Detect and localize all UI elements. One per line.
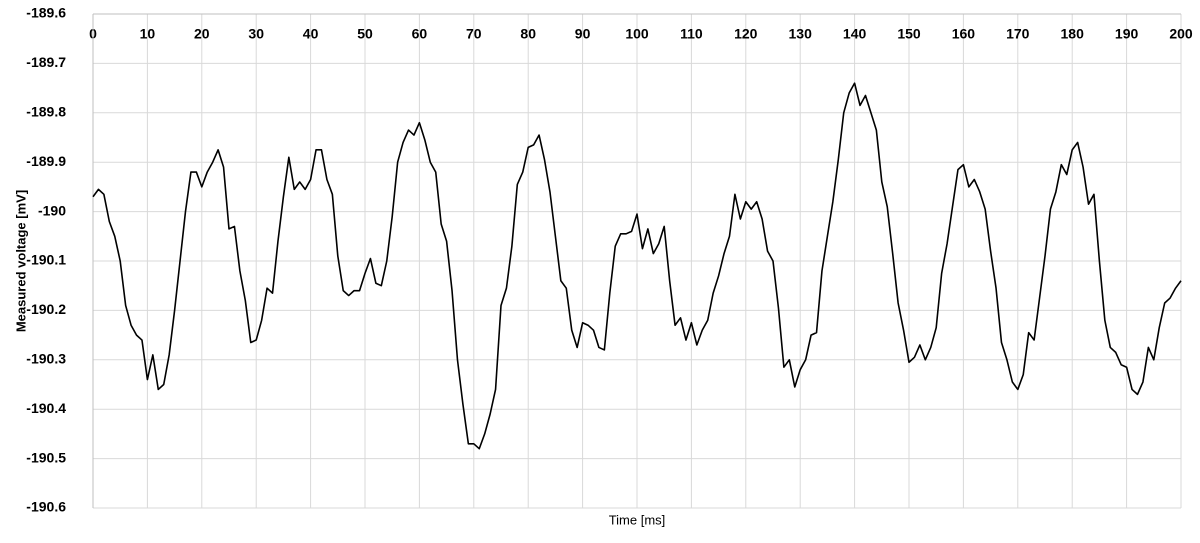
y-tick-label: -189.9: [26, 153, 66, 169]
y-tick-label: -190.6: [26, 499, 66, 515]
y-tick-label: -190.1: [26, 252, 66, 268]
y-tick-label: -189.7: [26, 54, 66, 70]
x-tick-label: 10: [140, 26, 156, 42]
x-tick-label: 90: [575, 26, 591, 42]
x-tick-label: 170: [1006, 26, 1030, 42]
y-tick-label: -190.4: [26, 400, 66, 416]
x-tick-label: 120: [734, 26, 758, 42]
x-tick-label: 50: [357, 26, 373, 42]
x-tick-label: 200: [1169, 26, 1193, 42]
y-tick-label: -190.3: [26, 351, 66, 367]
y-tick-label: -190.2: [26, 301, 66, 317]
x-tick-label: 70: [466, 26, 482, 42]
x-axis-title: Time [ms]: [609, 512, 666, 527]
x-tick-label: 100: [625, 26, 649, 42]
x-tick-label: 60: [412, 26, 428, 42]
x-tick-label: 30: [248, 26, 264, 42]
data-line: [92, 82, 1182, 450]
x-tick-label: 190: [1115, 26, 1139, 42]
x-tick-label: 150: [897, 26, 921, 42]
x-tick-label: 180: [1061, 26, 1085, 42]
y-tick-label: -190.5: [26, 449, 66, 465]
y-axis-title: Measured voltage [mV]: [13, 190, 28, 332]
x-tick-label: 80: [520, 26, 536, 42]
y-tick-label: -190: [38, 202, 66, 218]
x-tick-label: 20: [194, 26, 210, 42]
x-tick-label: 110: [680, 26, 703, 42]
x-tick-label: 130: [789, 26, 813, 42]
y-tick-label: -189.6: [26, 5, 66, 21]
x-tick-label: 140: [843, 26, 867, 42]
x-tick-label: 160: [952, 26, 976, 42]
y-tick-label: -189.8: [26, 104, 66, 120]
x-tick-label: 40: [303, 26, 319, 42]
